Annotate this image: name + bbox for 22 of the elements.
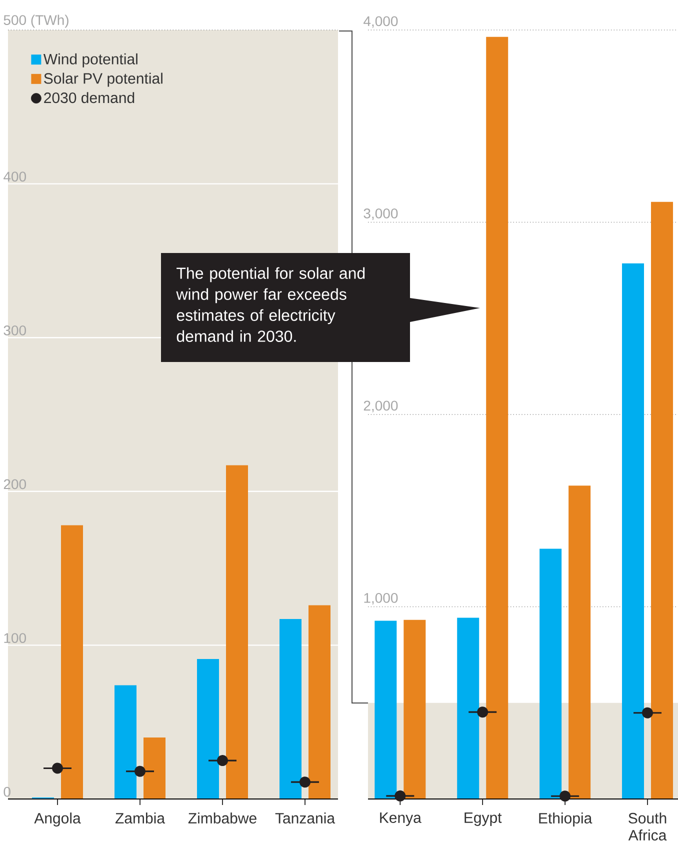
y-tick-label: 0 xyxy=(4,786,10,797)
legend-label: 2030 demand xyxy=(44,92,134,104)
x-tick-label: Zambia xyxy=(115,812,166,824)
x-tick-label: South Africa xyxy=(628,812,667,841)
y-tick-label: 4,000 xyxy=(364,16,398,28)
y-tick-label: 100 xyxy=(4,633,26,644)
y-tick-label: 500 (TWh) xyxy=(4,14,68,28)
annotation: The potential for solar and wind power far exceeds estimates of electricity demand in 2030. xyxy=(176,267,365,342)
y-tick-label: 200 xyxy=(4,479,26,490)
x-tick-label: Zimbabwe xyxy=(188,812,256,824)
x-tick-label: Kenya xyxy=(380,812,422,826)
x-tick-label: Egypt xyxy=(464,812,502,826)
legend-label: Solar PV potential xyxy=(44,72,162,87)
y-tick-label: 400 xyxy=(4,172,26,182)
x-tick-label: Ethiopia xyxy=(539,812,592,826)
y-tick-label: 300 xyxy=(4,325,26,336)
legend-label: Wind potential xyxy=(43,53,138,68)
x-tick-label: Tanzania xyxy=(275,812,336,824)
y-tick-label: 1,000 xyxy=(364,592,398,605)
x-tick-label: Angola xyxy=(34,812,81,826)
y-tick-label: 2,000 xyxy=(364,400,398,412)
y-tick-label: 3,000 xyxy=(364,208,398,220)
